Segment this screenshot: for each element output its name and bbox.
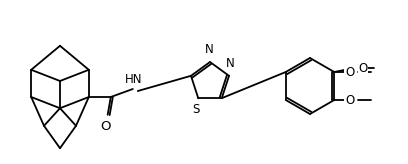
Text: O: O [345,93,354,106]
Text: O: O [100,120,111,133]
Text: N: N [205,43,213,56]
Text: O: O [375,62,384,74]
Text: N: N [226,57,235,70]
Text: S: S [193,103,200,116]
Text: HN: HN [125,73,142,86]
Text: O: O [358,62,368,74]
Text: O: O [345,65,354,79]
